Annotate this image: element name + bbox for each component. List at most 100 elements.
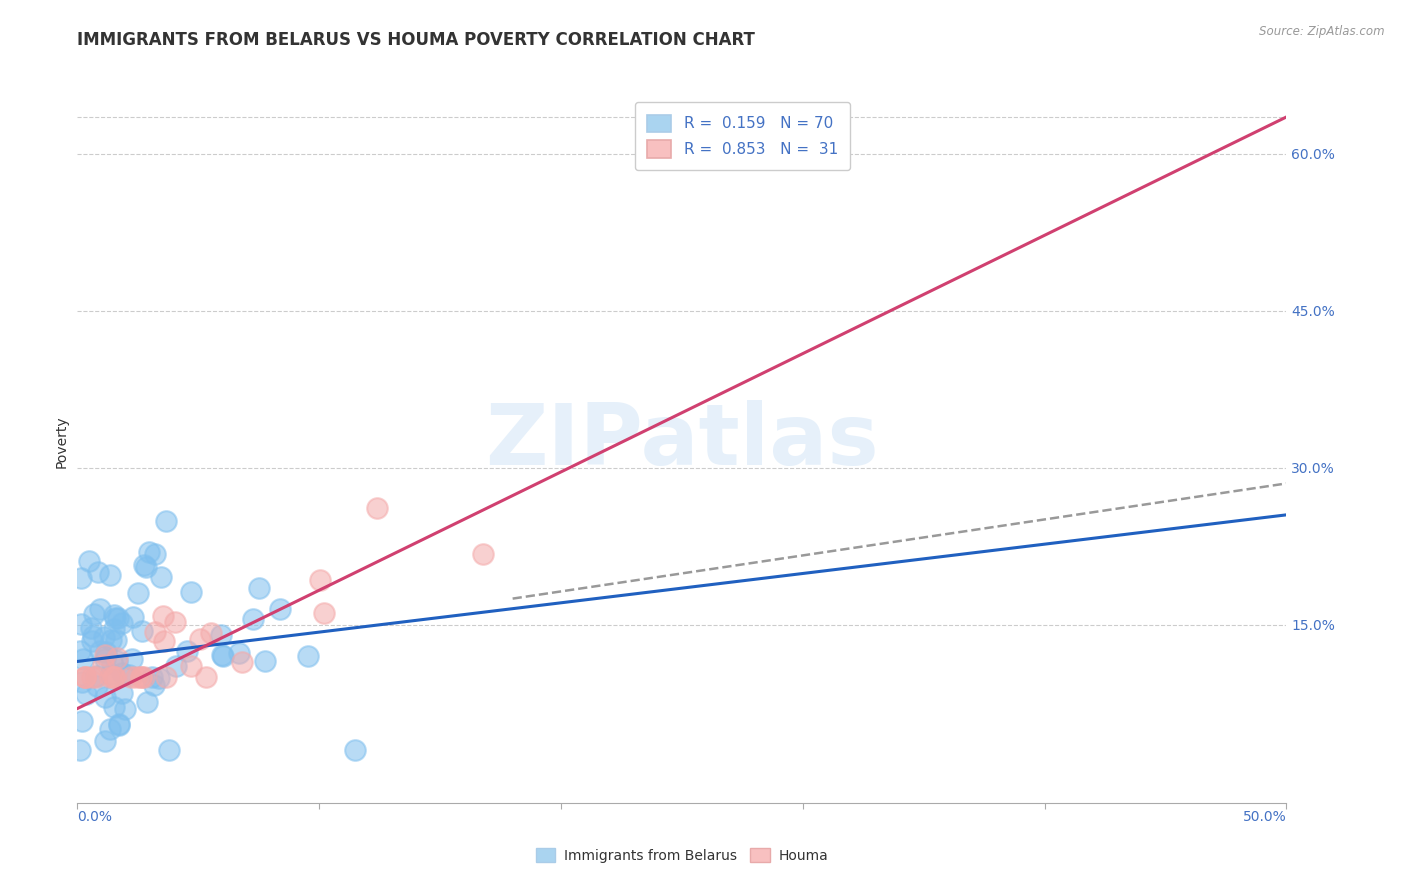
Point — [111, 666, 134, 681]
Point — [96, 645, 118, 659]
Point — [176, 644, 198, 658]
Point — [157, 743, 180, 757]
Point — [69, 743, 91, 757]
Point — [87, 566, 110, 580]
Point — [118, 668, 141, 682]
Point — [105, 654, 128, 668]
Point — [69, 643, 91, 657]
Point — [111, 686, 134, 700]
Point — [98, 568, 121, 582]
Point — [180, 585, 202, 599]
Point — [108, 717, 131, 731]
Point — [107, 610, 129, 624]
Point — [228, 646, 250, 660]
Point — [94, 734, 117, 748]
Point — [127, 586, 149, 600]
Point — [309, 573, 332, 587]
Point — [131, 624, 153, 638]
Point — [120, 670, 142, 684]
Point — [121, 652, 143, 666]
Text: 0.0%: 0.0% — [77, 810, 112, 823]
Point — [82, 629, 104, 643]
Point — [155, 514, 177, 528]
Point — [80, 621, 103, 635]
Point — [155, 670, 177, 684]
Point — [211, 648, 233, 662]
Point — [134, 558, 156, 573]
Point — [247, 581, 270, 595]
Point — [89, 644, 111, 658]
Point — [104, 670, 127, 684]
Point — [100, 633, 122, 648]
Point — [83, 607, 105, 622]
Point — [69, 617, 91, 632]
Point — [163, 615, 186, 629]
Point — [165, 658, 187, 673]
Point — [125, 670, 148, 684]
Point — [98, 722, 121, 736]
Point — [152, 608, 174, 623]
Text: Source: ZipAtlas.com: Source: ZipAtlas.com — [1260, 25, 1385, 38]
Point — [70, 675, 93, 690]
Point — [70, 571, 93, 585]
Point — [148, 671, 170, 685]
Point — [101, 670, 124, 684]
Point — [104, 633, 127, 648]
Point — [150, 569, 173, 583]
Point — [366, 500, 388, 515]
Point — [121, 610, 143, 624]
Point — [84, 669, 107, 683]
Point — [93, 648, 115, 663]
Point — [129, 670, 152, 684]
Point — [111, 616, 134, 631]
Text: 50.0%: 50.0% — [1243, 810, 1286, 823]
Point — [103, 670, 125, 684]
Point — [94, 651, 117, 665]
Point — [200, 625, 222, 640]
Point — [269, 601, 291, 615]
Point — [89, 601, 111, 615]
Point — [73, 670, 96, 684]
Point — [94, 690, 117, 704]
Point — [188, 632, 211, 647]
Point — [100, 667, 122, 681]
Point — [84, 670, 107, 684]
Point — [180, 659, 202, 673]
Point — [91, 658, 114, 673]
Point — [242, 612, 264, 626]
Point — [209, 628, 232, 642]
Point — [103, 607, 125, 622]
Point — [135, 695, 157, 709]
Y-axis label: Poverty: Poverty — [55, 416, 69, 467]
Text: ZIPatlas: ZIPatlas — [485, 400, 879, 483]
Point — [75, 687, 97, 701]
Point — [143, 547, 166, 561]
Point — [73, 670, 96, 684]
Point — [231, 655, 253, 669]
Point — [108, 718, 131, 732]
Point — [132, 670, 155, 684]
Point — [101, 656, 124, 670]
Point — [254, 654, 277, 668]
Point — [98, 670, 121, 684]
Point — [143, 678, 166, 692]
Point — [104, 611, 127, 625]
Point — [312, 607, 335, 621]
Point — [129, 670, 152, 684]
Point — [472, 547, 495, 561]
Point — [105, 651, 128, 665]
Point — [211, 649, 233, 664]
Point — [72, 652, 94, 666]
Legend: Immigrants from Belarus, Houma: Immigrants from Belarus, Houma — [530, 842, 834, 868]
Point — [79, 554, 101, 568]
Point — [80, 670, 103, 684]
Point — [153, 634, 176, 648]
Point — [103, 699, 125, 714]
Point — [80, 633, 103, 648]
Point — [103, 622, 125, 636]
Point — [86, 679, 108, 693]
Point — [297, 648, 319, 663]
Text: IMMIGRANTS FROM BELARUS VS HOUMA POVERTY CORRELATION CHART: IMMIGRANTS FROM BELARUS VS HOUMA POVERTY… — [77, 31, 755, 49]
Point — [143, 625, 166, 640]
Point — [135, 559, 157, 574]
